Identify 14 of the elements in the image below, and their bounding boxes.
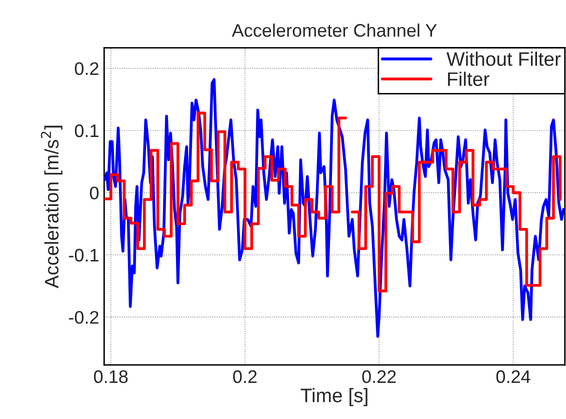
x-tick-label: 0.24 — [496, 370, 530, 384]
legend-label: Filter — [448, 72, 490, 86]
x-axis-title: Time [s] — [300, 388, 368, 406]
x-tick-label: 0.22 — [362, 370, 396, 384]
y-tick-label: 0.2 — [74, 62, 98, 76]
y-tick-label: -0.1 — [68, 248, 98, 262]
x-tick-label: 0.18 — [94, 370, 128, 384]
y-tick-label: -0.2 — [68, 310, 98, 324]
legend-label: Without Filter — [446, 52, 561, 66]
x-tick-label: 0.2 — [233, 370, 257, 384]
chart-title: Accelerometer Channel Y — [232, 24, 437, 37]
y-tick-label: 0.1 — [74, 124, 98, 138]
y-axis-title: Acceleration [m/s$^{2}$] — [40, 126, 62, 288]
y-tick-label: 0 — [90, 186, 99, 200]
